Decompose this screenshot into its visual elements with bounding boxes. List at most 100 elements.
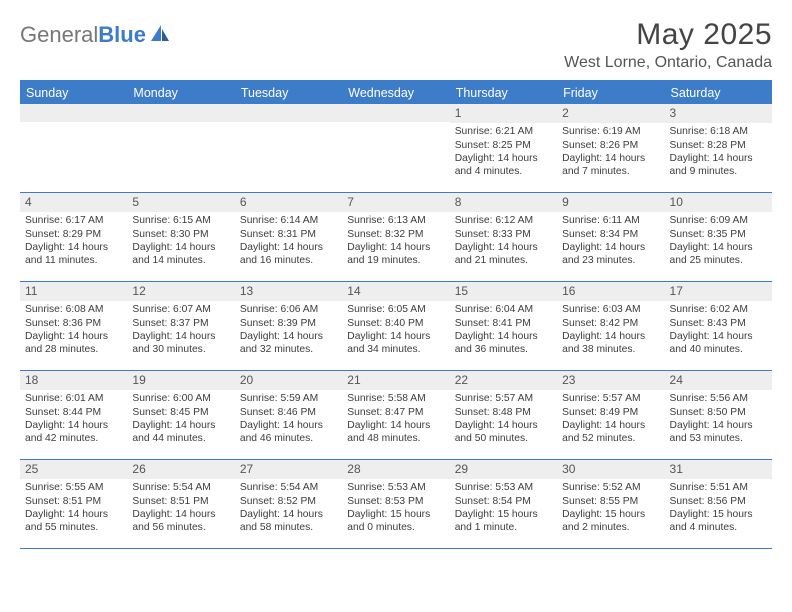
daylight-text: Daylight: 14 hours and 42 minutes.	[25, 419, 122, 445]
daylight-text: Daylight: 14 hours and 38 minutes.	[562, 330, 659, 356]
dow-friday: Friday	[557, 82, 664, 104]
sunset-text: Sunset: 8:51 PM	[25, 495, 122, 508]
sunset-text: Sunset: 8:31 PM	[240, 228, 337, 241]
day-number: 31	[665, 460, 772, 479]
sunrise-text: Sunrise: 6:11 AM	[562, 214, 659, 227]
sunset-text: Sunset: 8:33 PM	[455, 228, 552, 241]
calendar-day: 27Sunrise: 5:54 AMSunset: 8:52 PMDayligh…	[235, 460, 342, 548]
sunset-text: Sunset: 8:46 PM	[240, 406, 337, 419]
calendar-day	[127, 104, 234, 192]
sunset-text: Sunset: 8:41 PM	[455, 317, 552, 330]
sunrise-text: Sunrise: 6:06 AM	[240, 303, 337, 316]
calendar-day: 17Sunrise: 6:02 AMSunset: 8:43 PMDayligh…	[665, 282, 772, 370]
sunset-text: Sunset: 8:43 PM	[670, 317, 767, 330]
day-number: 29	[450, 460, 557, 479]
sunset-text: Sunset: 8:49 PM	[562, 406, 659, 419]
sunrise-text: Sunrise: 6:14 AM	[240, 214, 337, 227]
sunrise-text: Sunrise: 5:59 AM	[240, 392, 337, 405]
calendar-day: 12Sunrise: 6:07 AMSunset: 8:37 PMDayligh…	[127, 282, 234, 370]
sunset-text: Sunset: 8:39 PM	[240, 317, 337, 330]
sunset-text: Sunset: 8:53 PM	[347, 495, 444, 508]
calendar-day: 18 Sunrise: 6:01 AMSunset: 8:44 PMDayligh…	[20, 371, 127, 459]
location-text: West Lorne, Ontario, Canada	[564, 54, 772, 72]
calendar-day: 14Sunrise: 6:05 AMSunset: 8:40 PMDayligh…	[342, 282, 449, 370]
daylight-text: Daylight: 14 hours and 52 minutes.	[562, 419, 659, 445]
daylight-text: Daylight: 14 hours and 7 minutes.	[562, 152, 659, 178]
day-number: 4	[20, 193, 127, 212]
calendar-day: 7Sunrise: 6:13 AMSunset: 8:32 PMDaylight…	[342, 193, 449, 281]
sunset-text: Sunset: 8:37 PM	[132, 317, 229, 330]
day-number: 18	[20, 371, 127, 390]
daylight-text: Daylight: 14 hours and 32 minutes.	[240, 330, 337, 356]
brand-text: GeneralBlue	[20, 22, 146, 48]
day-of-week-header: Sunday Monday Tuesday Wednesday Thursday…	[20, 82, 772, 104]
sunset-text: Sunset: 8:44 PM	[25, 406, 122, 419]
daylight-text: Daylight: 14 hours and 44 minutes.	[132, 419, 229, 445]
sunset-text: Sunset: 8:50 PM	[670, 406, 767, 419]
day-number: 27	[235, 460, 342, 479]
sunrise-text: Sunrise: 5:58 AM	[347, 392, 444, 405]
daylight-text: Daylight: 14 hours and 21 minutes.	[455, 241, 552, 267]
daylight-text: Daylight: 14 hours and 40 minutes.	[670, 330, 767, 356]
sunset-text: Sunset: 8:36 PM	[25, 317, 122, 330]
calendar-day: 22Sunrise: 5:57 AMSunset: 8:48 PMDayligh…	[450, 371, 557, 459]
sunrise-text: Sunrise: 6:09 AM	[670, 214, 767, 227]
day-number: 26	[127, 460, 234, 479]
day-number: 9	[557, 193, 664, 212]
sunrise-text: Sunrise: 5:57 AM	[455, 392, 552, 405]
calendar-day: 10 Sunrise: 6:09 AMSunset: 8:35 PMDayligh…	[665, 193, 772, 281]
day-number: 10	[665, 193, 772, 212]
day-number: 14	[342, 282, 449, 301]
calendar-day: 4Sunrise: 6:17 AMSunset: 8:29 PMDaylight…	[20, 193, 127, 281]
calendar-day: 1Sunrise: 6:21 AMSunset: 8:25 PMDaylight…	[450, 104, 557, 192]
dow-saturday: Saturday	[665, 82, 772, 104]
sunset-text: Sunset: 8:25 PM	[455, 139, 552, 152]
dow-wednesday: Wednesday	[342, 82, 449, 104]
sunrise-text: Sunrise: 6:18 AM	[670, 125, 767, 138]
sunset-text: Sunset: 8:48 PM	[455, 406, 552, 419]
daylight-text: Daylight: 14 hours and 34 minutes.	[347, 330, 444, 356]
day-number: 20	[235, 371, 342, 390]
header: GeneralBlue May 2025 West Lorne, Ontario…	[20, 18, 772, 72]
day-number: 22	[450, 371, 557, 390]
sunrise-text: Sunrise: 5:53 AM	[455, 481, 552, 494]
calendar-day: 25Sunrise: 5:55 AMSunset: 8:51 PMDayligh…	[20, 460, 127, 548]
day-number: 7	[342, 193, 449, 212]
sunset-text: Sunset: 8:40 PM	[347, 317, 444, 330]
sunset-text: Sunset: 8:45 PM	[132, 406, 229, 419]
sunset-text: Sunset: 8:35 PM	[670, 228, 767, 241]
sunset-text: Sunset: 8:52 PM	[240, 495, 337, 508]
sunrise-text: Sunrise: 6:00 AM	[132, 392, 229, 405]
sunrise-text: Sunrise: 6:13 AM	[347, 214, 444, 227]
weeks-container: 1Sunrise: 6:21 AMSunset: 8:25 PMDaylight…	[20, 104, 772, 549]
sunrise-text: Sunrise: 6:21 AM	[455, 125, 552, 138]
day-number: 5	[127, 193, 234, 212]
month-title: May 2025	[564, 18, 772, 52]
sunrise-text: Sunrise: 6:02 AM	[670, 303, 767, 316]
brand-logo: GeneralBlue	[20, 18, 171, 48]
daylight-text: Daylight: 14 hours and 23 minutes.	[562, 241, 659, 267]
day-number	[235, 104, 342, 122]
daylight-text: Daylight: 15 hours and 4 minutes.	[670, 508, 767, 534]
calendar: Sunday Monday Tuesday Wednesday Thursday…	[20, 80, 772, 549]
day-number: 15	[450, 282, 557, 301]
sunrise-text: Sunrise: 5:55 AM	[25, 481, 122, 494]
sunrise-text: Sunrise: 6:19 AM	[562, 125, 659, 138]
calendar-day	[20, 104, 127, 192]
sunset-text: Sunset: 8:56 PM	[670, 495, 767, 508]
daylight-text: Daylight: 14 hours and 25 minutes.	[670, 241, 767, 267]
day-number: 21	[342, 371, 449, 390]
sunrise-text: Sunrise: 6:04 AM	[455, 303, 552, 316]
brand-part2: Blue	[98, 22, 146, 47]
sunrise-text: Sunrise: 6:01 AM	[25, 392, 122, 405]
day-number: 8	[450, 193, 557, 212]
calendar-day: 2Sunrise: 6:19 AMSunset: 8:26 PMDaylight…	[557, 104, 664, 192]
sunset-text: Sunset: 8:28 PM	[670, 139, 767, 152]
calendar-day	[235, 104, 342, 192]
daylight-text: Daylight: 14 hours and 53 minutes.	[670, 419, 767, 445]
sunrise-text: Sunrise: 5:51 AM	[670, 481, 767, 494]
day-number: 11	[20, 282, 127, 301]
daylight-text: Daylight: 14 hours and 19 minutes.	[347, 241, 444, 267]
week-row: 25Sunrise: 5:55 AMSunset: 8:51 PMDayligh…	[20, 460, 772, 549]
daylight-text: Daylight: 14 hours and 9 minutes.	[670, 152, 767, 178]
